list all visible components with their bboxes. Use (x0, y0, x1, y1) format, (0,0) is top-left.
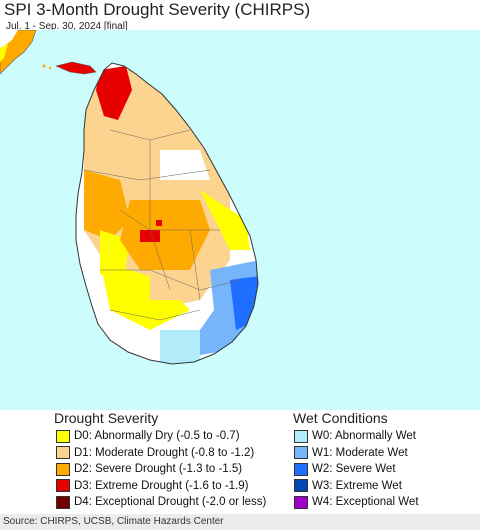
drought-legend-list: D0: Abnormally Dry (-0.5 to -0.7) D1: Mo… (56, 428, 266, 511)
district-borders (83, 129, 241, 321)
wet-legend-title: Wet Conditions (293, 410, 388, 426)
legend-swatch (294, 495, 308, 509)
legend-label: D0: Abnormally Dry (-0.5 to -0.7) (74, 430, 240, 442)
legend-item-w3: W3: Extreme Wet (294, 478, 419, 494)
legend-item-d3: D3: Extreme Drought (-1.6 to -1.9) (56, 478, 266, 494)
legend-swatch (56, 446, 70, 459)
drought-map (0, 30, 480, 410)
legend-label: W3: Extreme Wet (312, 479, 402, 492)
legend-item-w2: W2: Severe Wet (294, 461, 419, 477)
india-coast-white (0, 30, 18, 48)
legend-item-d0: D0: Abnormally Dry (-0.5 to -0.7) (56, 428, 266, 444)
legend-label: W0: Abnormally Wet (312, 430, 416, 442)
islet (42, 64, 46, 68)
legend-swatch (56, 479, 70, 492)
map-title: SPI 3-Month Drought Severity (CHIRPS) (4, 0, 311, 19)
island-outline (75, 62, 259, 365)
source-footer: Source: CHIRPS, UCSB, Climate Hazards Ce… (0, 514, 480, 530)
legend-swatch (294, 479, 308, 492)
legend-label: W4: Exceptional Wet (312, 496, 419, 508)
map-subtitle: Jul. 1 - Sep. 30, 2024 [final] (6, 21, 128, 32)
legend-swatch (294, 446, 308, 459)
legend-item-d1: D1: Moderate Drought (-0.8 to -1.2) (56, 445, 266, 461)
drought-legend-title: Drought Severity (54, 410, 159, 426)
legend-label: W2: Severe Wet (312, 463, 396, 475)
legend-swatch (56, 462, 70, 476)
india-coast-yellow (0, 44, 8, 62)
islet (48, 66, 52, 70)
legend-label: W1: Moderate Wet (312, 446, 408, 459)
legend-swatch (294, 462, 308, 476)
legend-item-w0: W0: Abnormally Wet (294, 428, 419, 444)
legend-item-d4: D4: Exceptional Drought (-2.0 or less) (56, 494, 266, 510)
legend-swatch (56, 429, 70, 443)
legend: Drought Severity D0: Abnormally Dry (-0.… (0, 410, 480, 514)
legend-label: D1: Moderate Drought (-0.8 to -1.2) (74, 446, 255, 459)
legend-swatch (294, 429, 308, 443)
legend-swatch (56, 495, 70, 509)
mannar-island (55, 61, 97, 75)
legend-item-d2: D2: Severe Drought (-1.3 to -1.5) (56, 461, 266, 477)
wet-legend-list: W0: Abnormally Wet W1: Moderate Wet W2: … (294, 428, 419, 511)
legend-item-w4: W4: Exceptional Wet (294, 494, 419, 510)
legend-label: D4: Exceptional Drought (-2.0 or less) (74, 496, 267, 508)
legend-label: D3: Extreme Drought (-1.6 to -1.9) (74, 479, 249, 492)
legend-label: D2: Severe Drought (-1.3 to -1.5) (74, 463, 243, 475)
legend-item-w1: W1: Moderate Wet (294, 445, 419, 461)
